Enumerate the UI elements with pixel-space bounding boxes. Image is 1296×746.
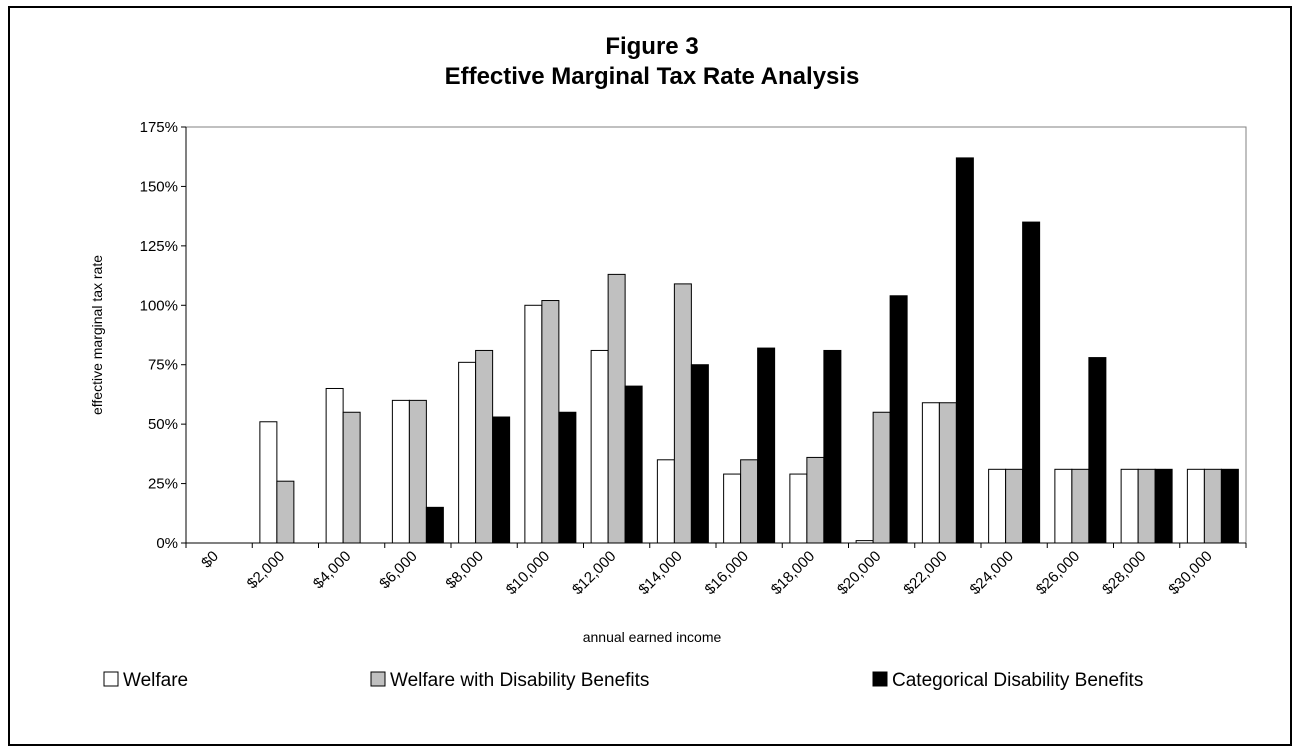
bar-welfare [325,387,344,544]
legend: Welfare Welfare with Disability Benefits C… [103,670,1143,691]
y-tick-label: 0% [156,535,178,552]
bar-welfare-with-disability-benefits [475,349,494,544]
bar-welfare-with-disability-benefits [1005,468,1024,544]
legend-label: Welfare [123,670,188,691]
bar-categorical-disability-benefits [1088,357,1107,544]
bars-group [259,157,1239,544]
legend-swatch [872,671,888,687]
legend-swatch [103,671,119,687]
x-tick-label: $10,000 [503,548,553,598]
y-tick-label: 50% [148,416,178,433]
bar-categorical-disability-benefits [823,349,842,544]
bar-welfare-with-disability-benefits [673,283,692,544]
y-tick-label: 100% [140,297,178,314]
y-tick-label: 125% [140,238,178,255]
x-tick-label: $20,000 [834,548,884,598]
bar-welfare [1054,468,1073,544]
bar-welfare-with-disability-benefits [806,456,825,544]
bar-welfare-with-disability-benefits [740,459,759,544]
bar-welfare [723,473,742,544]
x-tick-label: $8,000 [442,548,486,592]
bar-welfare-with-disability-benefits [408,399,427,544]
bar-welfare-with-disability-benefits [607,273,626,544]
bar-categorical-disability-benefits [425,506,444,544]
x-tick-label: $2,000 [244,548,288,592]
bar-welfare-with-disability-benefits [938,402,957,544]
x-tick-label: $22,000 [900,548,950,598]
bar-categorical-disability-benefits [889,295,908,544]
bar-categorical-disability-benefits [690,364,709,544]
bar-welfare-with-disability-benefits [276,480,295,544]
legend-label: Welfare with Disability Benefits [390,670,649,691]
bar-welfare [1186,468,1205,544]
x-axis-label: annual earned income [583,629,722,645]
bar-categorical-disability-benefits [757,347,776,544]
y-tick-label: 150% [140,178,178,195]
x-tick-label: $18,000 [768,548,818,598]
chart-title: Figure 3 [605,33,698,60]
bar-welfare [921,402,940,544]
y-axis-label: effective marginal tax rate [89,255,105,415]
chart-subtitle: Effective Marginal Tax Rate Analysis [445,63,860,90]
x-tick-label: $24,000 [967,548,1017,598]
bar-welfare [656,459,675,544]
y-tick-label: 75% [148,357,178,374]
y-tick-label: 175% [140,119,178,136]
bar-welfare [259,421,278,544]
bar-welfare [524,304,543,544]
legend-label: Categorical Disability Benefits [892,670,1143,691]
bar-welfare-with-disability-benefits [541,300,560,544]
bar-welfare [590,349,609,544]
x-tick-label: $30,000 [1165,548,1215,598]
x-tick-label: $26,000 [1033,548,1083,598]
bar-categorical-disability-benefits [1022,221,1041,544]
x-tick-label: $16,000 [702,548,752,598]
x-tick-label: $14,000 [635,548,685,598]
x-tick-label: $6,000 [376,548,420,592]
bar-categorical-disability-benefits [558,411,577,544]
bar-welfare-with-disability-benefits [1137,468,1156,544]
bar-welfare [458,361,477,544]
bar-welfare [1120,468,1139,544]
y-tick-label: 25% [148,476,178,493]
x-tick-label: $28,000 [1099,548,1149,598]
bar-welfare-with-disability-benefits [872,411,891,544]
x-tick-label: $4,000 [310,548,354,592]
bar-welfare [789,473,808,544]
bar-welfare [988,468,1007,544]
bar-categorical-disability-benefits [492,416,511,544]
bar-categorical-disability-benefits [1220,468,1239,544]
bar-welfare [391,399,410,544]
bar-categorical-disability-benefits [955,157,974,544]
bar-categorical-disability-benefits [624,385,643,544]
bar-categorical-disability-benefits [1154,468,1173,544]
bar-welfare-with-disability-benefits [1071,468,1090,544]
x-tick-label: $12,000 [569,548,619,598]
legend-swatch [370,671,386,687]
x-tick-label: $0 [198,548,222,572]
bar-welfare-with-disability-benefits [1203,468,1222,544]
bar-welfare-with-disability-benefits [342,411,361,544]
